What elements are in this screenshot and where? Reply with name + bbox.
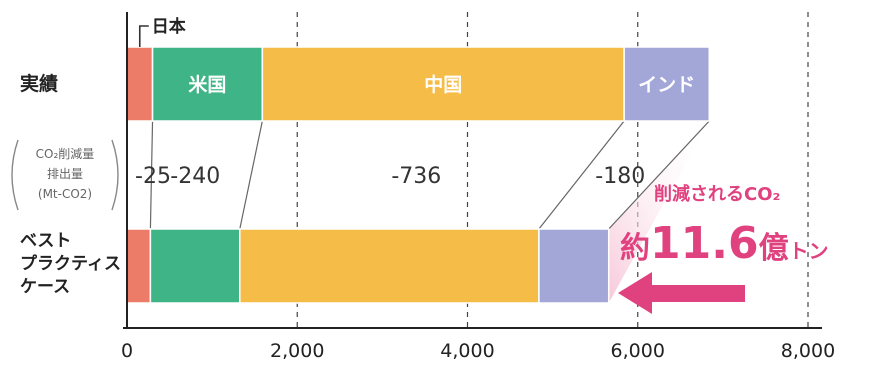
reduction-label-line: CO₂削減量 (36, 146, 95, 161)
left-paren (11, 139, 19, 211)
right-paren (111, 139, 119, 211)
connector-line (149, 120, 154, 230)
reduction-wedge (608, 121, 710, 303)
segment-label: 米国 (188, 73, 226, 96)
connector-line (239, 120, 263, 230)
segment-label: 中国 (424, 73, 462, 96)
connector-lines (149, 120, 710, 230)
x-tick-label: 2,000 (270, 340, 324, 362)
callout-arrow-shaft (650, 285, 745, 302)
x-tick-label: 8,000 (781, 340, 835, 362)
x-tick-label: 6,000 (611, 340, 665, 362)
bar-segment (126, 228, 152, 304)
bars (126, 46, 711, 304)
japan-label: 日本 (152, 16, 186, 37)
callout-unit-ton: トン (789, 239, 829, 263)
reduction-value: -240 (170, 164, 220, 189)
bar-segment (538, 228, 610, 304)
bar-segment (623, 46, 711, 122)
x-tick-label: 0 (121, 340, 133, 362)
callout-arrow-head (618, 272, 652, 314)
category-label-actual: 実績 (20, 72, 58, 95)
category-label-line: ケース (20, 277, 70, 297)
reduction-value: -180 (595, 164, 645, 189)
segment-label: インド (638, 74, 695, 96)
reduction-value: -25 (135, 164, 171, 189)
category-label-line: ベスト (20, 231, 71, 251)
japan-leader-line (138, 25, 149, 47)
callout-prefix: 約 (620, 231, 650, 266)
connector-line (608, 120, 710, 230)
x-tick-labels: 0 2,000 4,000 6,000 8,000 (121, 340, 835, 362)
category-label-line: プラクティス (20, 253, 121, 274)
connector-line (538, 120, 625, 230)
callout-number: 11.6 (650, 218, 759, 269)
reduction-axis-label: CO₂削減量排出量 (Mt-CO2) (36, 146, 95, 201)
reduction-label-line: (Mt-CO2) (38, 187, 92, 201)
bar-segment (151, 46, 264, 122)
bar-segment (261, 46, 625, 122)
callout-heading: 削減されるCO₂ (654, 183, 780, 205)
reduction-value: -736 (391, 164, 441, 189)
reduction-callout: 削減されるCO₂ 約11.6億トン (618, 183, 829, 314)
axes (123, 12, 822, 329)
category-label-best-practice: ベストプラクティスケース (20, 231, 121, 297)
x-tick-label: 4,000 (440, 340, 494, 362)
reduction-values: -25 -240 -736 -180 (135, 164, 645, 189)
bar-segment (126, 46, 154, 122)
bar-segment (149, 228, 241, 304)
segment-labels: 米国 中国 インド (188, 73, 695, 96)
callout-amount: 約11.6億トン (620, 218, 829, 269)
callout-unit-oku: 億 (759, 231, 789, 266)
reduction-label-line: 排出量 (47, 167, 83, 181)
bar-segment (239, 228, 540, 304)
